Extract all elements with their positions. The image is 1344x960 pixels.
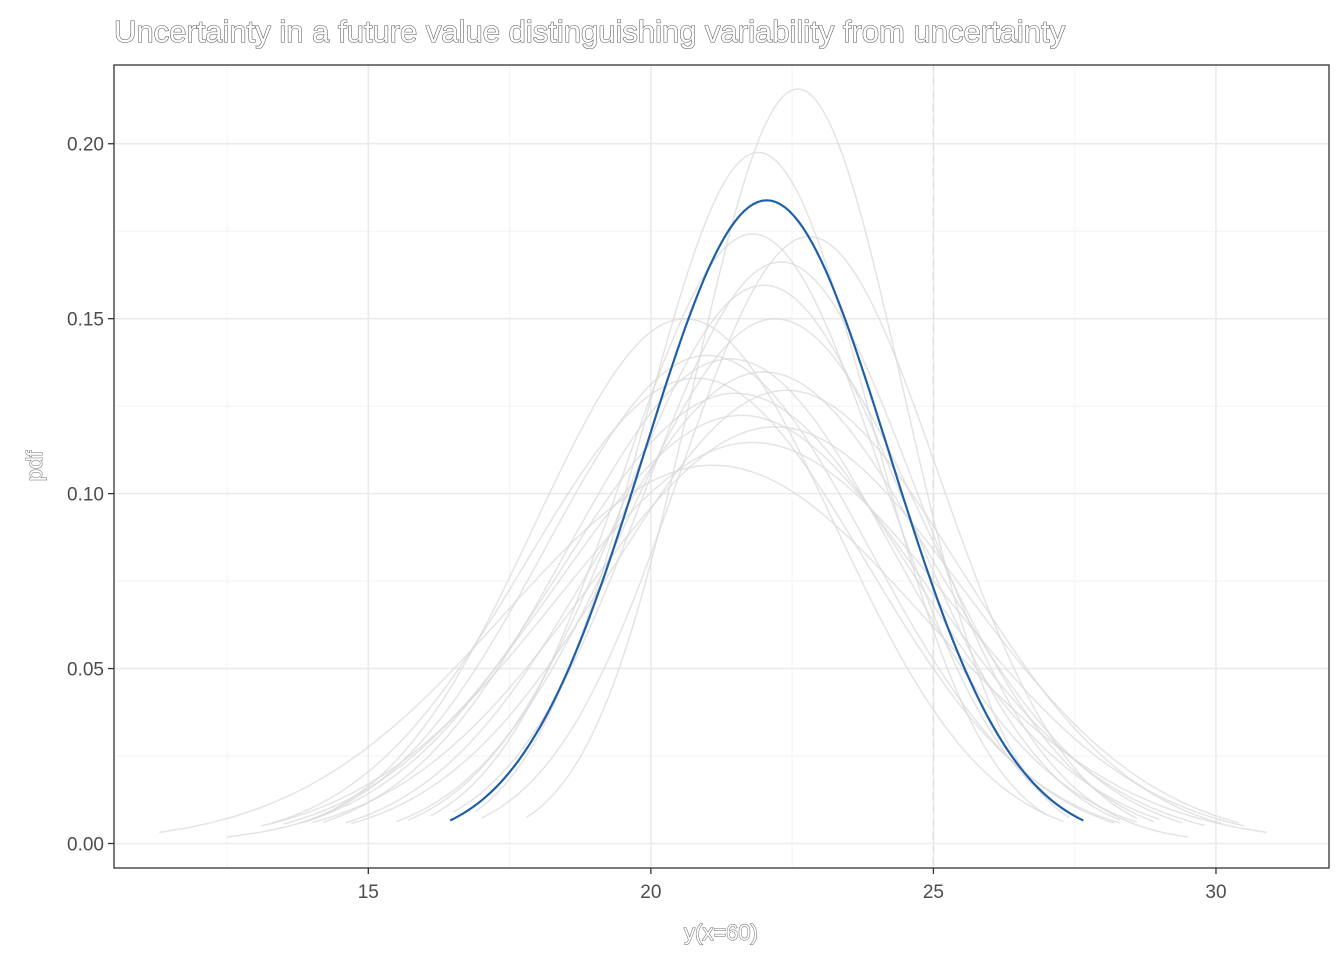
plot-border: [113, 64, 1330, 869]
x-tick-label-0: 15: [358, 882, 379, 903]
sample-curve-15: [311, 426, 1239, 824]
y-tick-label-1: 0.05: [67, 660, 104, 681]
sample-curve-9: [271, 377, 1121, 824]
sample-curve-11: [351, 389, 1222, 825]
x-axis-title: y(x=60): [684, 920, 758, 945]
sample-curve-4: [407, 284, 1121, 821]
sample-curve-16: [226, 392, 1160, 838]
y-axis-ticks: 0.00 0.05 0.10 0.15 0.20: [67, 135, 114, 856]
sample-curve-12: [159, 464, 1267, 834]
sample-curve-8: [322, 358, 1138, 823]
sample-curve-14: [260, 441, 1245, 827]
sample-curve-13: [283, 414, 1205, 827]
y-tick-label-0: 0.00: [67, 835, 104, 856]
y-tick-label-2: 0.10: [67, 485, 104, 506]
sample-curve-7: [300, 354, 1115, 824]
sample-curve-10: [345, 371, 1183, 824]
main-curve: [449, 199, 1084, 822]
chart-title: Uncertainty in a future value distinguis…: [114, 14, 1066, 49]
x-tick-label-3: 30: [1205, 882, 1226, 903]
y-axis-title: pdf: [22, 450, 47, 481]
x-axis-ticks: 15 20 25 30: [358, 868, 1227, 903]
sample-curve-6: [305, 317, 1064, 823]
y-tick-label-4: 0.20: [67, 135, 104, 156]
y-tick-label-3: 0.15: [67, 310, 104, 331]
sample-curves: [159, 88, 1267, 838]
plot-background: [114, 65, 1329, 868]
x-tick-label-2: 25: [923, 882, 944, 903]
minor-grid: [114, 65, 1329, 868]
sample-curve-17: [452, 261, 1188, 838]
x-tick-label-1: 20: [640, 882, 661, 903]
